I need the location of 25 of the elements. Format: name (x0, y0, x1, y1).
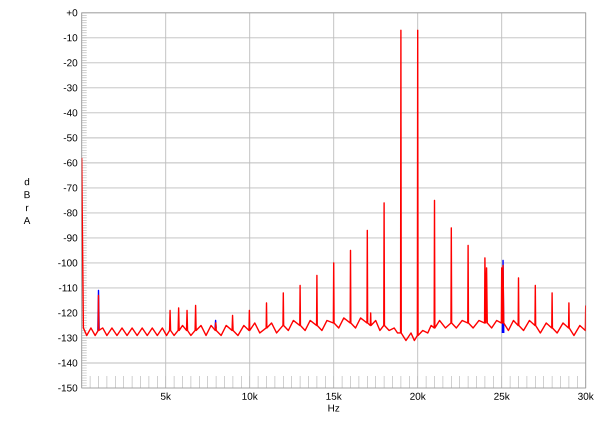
y-tick-label: -60 (64, 159, 78, 166)
y-tick-label: -30 (64, 84, 78, 92)
x-axis-title: Hz (328, 404, 340, 412)
y-tick-label: -140 (58, 359, 78, 367)
y-tick-label: -120 (58, 309, 78, 316)
line-series (82, 30, 586, 342)
y-axis-title: dBr A (24, 178, 30, 224)
y-tick-label: -10 (64, 34, 78, 42)
y-tick-label: +0 (66, 9, 78, 16)
x-tick-label: 30k (578, 392, 594, 400)
x-tick-label: 5k (160, 392, 171, 400)
x-tick-label: 25k (494, 392, 510, 400)
x-tick-label: 20k (410, 392, 426, 400)
y-tick-label: -90 (64, 234, 78, 242)
y-tick-label: -50 (64, 134, 78, 142)
y-tick-label: -100 (58, 259, 78, 266)
y-tick-label: -20 (64, 59, 78, 66)
x-tick-label: 15k (326, 392, 342, 400)
y-tick-label: -150 (58, 384, 78, 392)
y-tick-label: -110 (58, 284, 78, 292)
y-tick-label: -80 (64, 209, 78, 216)
x-tick-label: 10k (242, 392, 258, 400)
y-tick-label: -70 (64, 184, 78, 192)
y-tick-label: -40 (64, 109, 78, 116)
y-tick-label: -130 (58, 334, 78, 342)
